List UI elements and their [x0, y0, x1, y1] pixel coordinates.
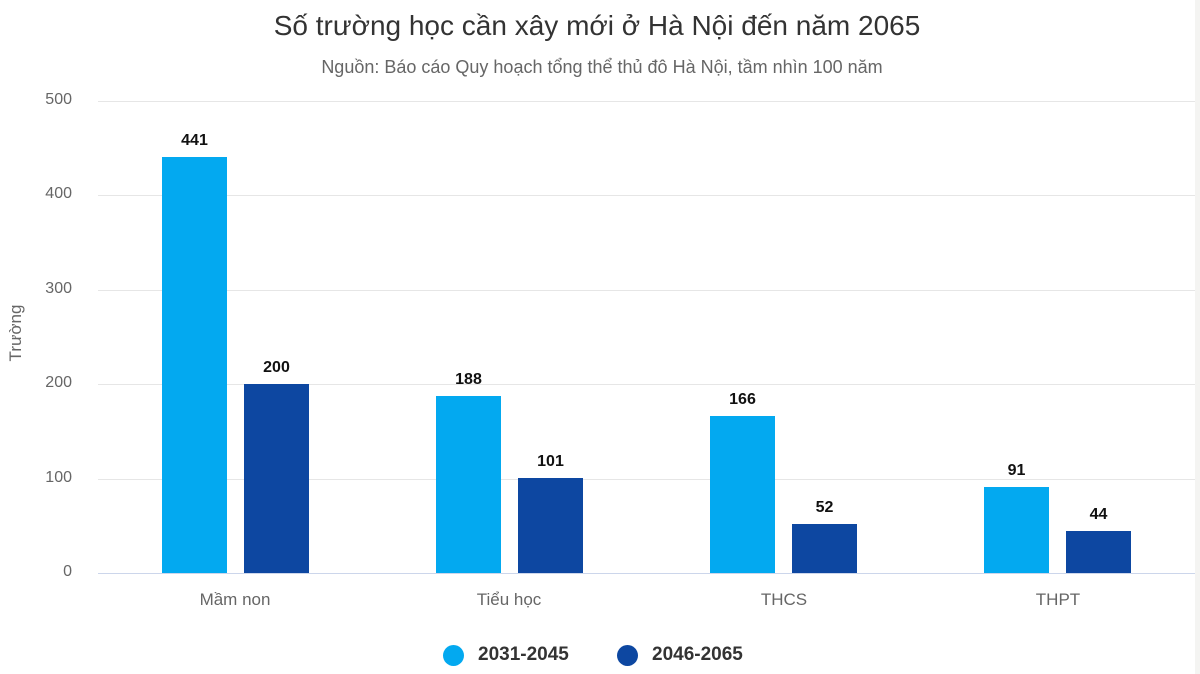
chart-subtitle: Nguồn: Báo cáo Quy hoạch tổng thể thủ đô…	[321, 57, 883, 77]
legend-label: 2031-2045	[478, 644, 569, 665]
y-tick-label: 400	[45, 185, 72, 202]
data-label: 200	[263, 359, 290, 376]
gridline	[98, 101, 1195, 102]
x-axis-baseline	[98, 573, 1195, 574]
y-tick-label: 0	[63, 563, 72, 580]
bar-2031-2045-THCS[interactable]	[710, 416, 775, 573]
y-tick-label: 500	[45, 91, 72, 108]
x-tick-label: Mầm non	[199, 590, 271, 609]
bar-2031-2045-Tiểu học[interactable]	[436, 396, 501, 573]
data-label: 44	[1089, 506, 1108, 523]
legend-label: 2046-2065	[652, 644, 743, 665]
legend-circle-icon	[443, 644, 464, 666]
bar-2031-2045-THPT[interactable]	[984, 487, 1049, 573]
bar-2046-2065-Mầm non[interactable]	[244, 384, 309, 573]
legend-circle-icon	[617, 644, 638, 666]
y-tick-label: 300	[45, 280, 72, 297]
y-tick-label: 200	[45, 374, 72, 391]
y-tick-label: 100	[45, 469, 72, 486]
bar-2046-2065-Tiểu học[interactable]	[518, 478, 583, 573]
bar-2031-2045-Mầm non[interactable]	[162, 157, 227, 573]
chart-title: Số trường học cần xây mới ở Hà Nội đến n…	[273, 10, 921, 41]
right-edge-strip	[1195, 0, 1200, 674]
bar-2046-2065-THCS[interactable]	[792, 524, 857, 573]
gridline	[98, 384, 1195, 385]
data-label: 441	[181, 132, 208, 149]
x-tick-label: THCS	[760, 590, 808, 609]
data-label: 188	[455, 371, 482, 388]
x-tick-label: Tiểu học	[476, 590, 542, 609]
legend-item-2046-2065[interactable]: 2046-2065	[617, 641, 743, 669]
data-label: 101	[537, 453, 564, 470]
legend-item-2031-2045[interactable]: 2031-2045	[443, 641, 569, 669]
data-label: 166	[729, 391, 756, 408]
gridline	[98, 195, 1195, 196]
x-tick-label: THPT	[1035, 590, 1081, 609]
gridline	[98, 479, 1195, 480]
gridline	[98, 290, 1195, 291]
bar-2046-2065-THPT[interactable]	[1066, 531, 1131, 573]
data-label: 91	[1007, 462, 1026, 479]
legend: 2031-2045 2046-2065	[0, 641, 1200, 669]
data-label: 52	[815, 499, 834, 516]
